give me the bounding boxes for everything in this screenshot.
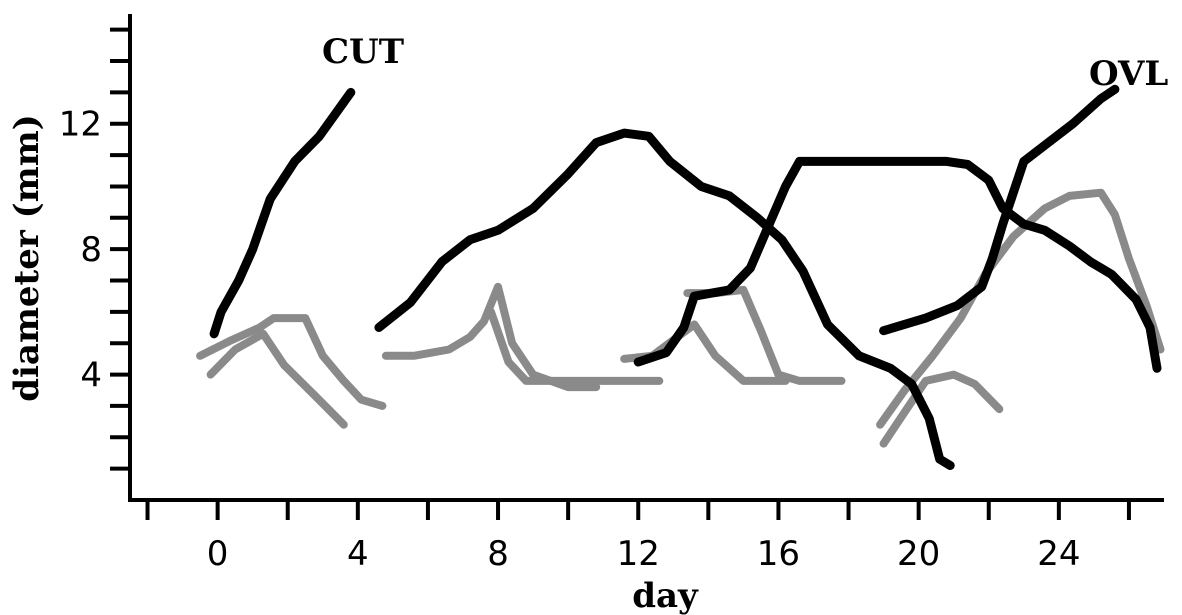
series-line-subordinate-1 <box>206 329 348 429</box>
y-tick-label: 12 <box>59 105 102 145</box>
series-line-subordinate-7 <box>876 188 1165 429</box>
x-axis-label: day <box>632 576 699 615</box>
x-tick-label: 4 <box>347 534 369 574</box>
series-line-subordinate-2 <box>381 282 601 392</box>
x-tick-label: 24 <box>1037 534 1080 574</box>
series-line-subordinate-0 <box>196 314 387 410</box>
series-line-dominant-8 <box>209 87 356 339</box>
x-tick-label: 0 <box>207 534 229 574</box>
x-tick-label: 20 <box>897 534 940 574</box>
y-tick-label: 4 <box>80 356 102 396</box>
plot-area <box>196 84 1165 470</box>
x-tick-label: 12 <box>617 534 660 574</box>
x-tick-label: 16 <box>757 534 800 574</box>
axes <box>128 14 1164 502</box>
series-line-subordinate-3 <box>487 307 664 385</box>
series-line-dominant-9 <box>374 128 955 470</box>
y-axis-label: diameter (mm) <box>7 114 47 402</box>
x-tick-label: 8 <box>487 534 509 574</box>
annotation-cut: CUT <box>322 32 404 72</box>
series-line-subordinate-6 <box>879 370 1004 448</box>
y-tick-label: 8 <box>80 230 102 270</box>
series-line-dominant-10 <box>633 156 1162 373</box>
annotation-ovl: OVL <box>1089 54 1168 94</box>
ticks: 0 4 8 12 16 20 24 4 8 12 <box>59 27 1131 574</box>
labels: day diameter (mm) CUT OVL <box>7 32 1168 615</box>
series-line-dominant-11 <box>879 84 1120 336</box>
